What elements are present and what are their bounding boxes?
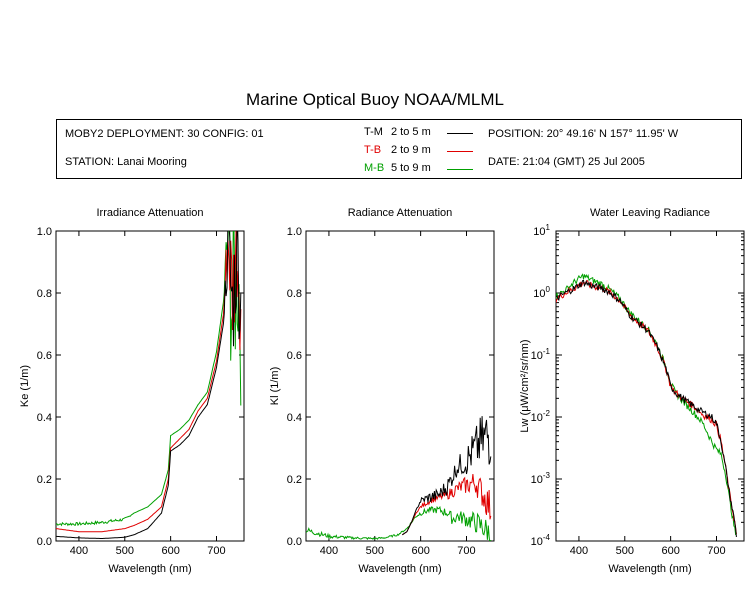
y-tick-label: 10-1 <box>531 347 551 362</box>
x-tick-label: 400 <box>70 545 88 557</box>
info-box: MOBY2 DEPLOYMENT: 30 CONFIG: 01 STATION:… <box>56 119 742 179</box>
y-tick-label: 0.2 <box>37 474 52 486</box>
legend-line-tb <box>447 151 473 152</box>
y-tick-label: 10-4 <box>531 533 551 548</box>
y-tick-label: 0.6 <box>287 350 302 362</box>
x-tick-label: 400 <box>320 545 338 557</box>
y-axis-label: Kl (1/m) <box>269 367 281 406</box>
page-title: Marine Optical Buoy NOAA/MLML <box>246 90 504 109</box>
chart-2: Radiance Attenuation 400 500 600 700 Waveleng… <box>269 207 495 575</box>
legend-range-mb: 5 to 9 m <box>391 162 431 174</box>
deployment-text: MOBY2 DEPLOYMENT: 30 CONFIG: 01 <box>65 128 264 140</box>
legend-line-tm <box>447 133 473 134</box>
station-text: STATION: Lanai Mooring <box>65 156 187 168</box>
series-line-t-m <box>556 279 737 538</box>
legend-code-mb: M-B <box>364 162 385 174</box>
y-tick-label: 0.8 <box>287 288 302 300</box>
y-tick-label: 0.8 <box>37 288 52 300</box>
y-tick-label: 0.0 <box>287 536 302 548</box>
x-axis-label: Wavelength (nm) <box>608 563 691 575</box>
y-tick-label: 1.0 <box>37 226 52 238</box>
y-tick-label: 101 <box>533 223 550 238</box>
legend-range-tb: 2 to 9 m <box>391 144 431 156</box>
y-tick-label: 10-3 <box>531 471 551 486</box>
x-tick-label: 500 <box>116 545 134 557</box>
series-line-m-b <box>556 273 737 536</box>
x-tick-label: 700 <box>457 545 475 557</box>
x-axis-label: Wavelength (nm) <box>108 563 191 575</box>
x-tick-label: 600 <box>411 545 429 557</box>
x-axis-label: Wavelength (nm) <box>358 563 441 575</box>
y-tick-label: 0.2 <box>287 474 302 486</box>
legend-range-tm: 2 to 5 m <box>391 126 431 138</box>
series-line-t-b <box>556 279 737 535</box>
x-tick-label: 700 <box>207 545 225 557</box>
legend-code-tb: T-B <box>364 144 382 156</box>
plot-frame <box>555 230 745 542</box>
series-line-m-b <box>56 231 242 527</box>
series-line-t-b <box>56 231 242 533</box>
y-tick-label: 0.0 <box>37 536 52 548</box>
x-tick-label: 600 <box>161 545 179 557</box>
y-tick-label: 10-2 <box>531 409 551 424</box>
plot-frame <box>55 230 245 542</box>
position-text: POSITION: 20° 49.16' N 157° 11.95' W <box>488 128 679 140</box>
y-tick-label: 0.6 <box>37 350 52 362</box>
series-line-t-m <box>402 416 492 536</box>
legend-line-mb <box>447 169 473 170</box>
chart-3: Water Leaving Radiance 400 500 600 700 Wavele… <box>519 207 745 575</box>
chart-title: Radiance Attenuation <box>348 207 453 219</box>
y-tick-label: 1.0 <box>287 226 302 238</box>
series-line-t-m <box>56 231 242 539</box>
y-axis-label: Lw (μW/cm²/sr/nm) <box>519 339 531 432</box>
plot-frame <box>305 230 495 542</box>
chart-title: Irradiance Attenuation <box>96 207 203 219</box>
y-tick-label: 0.4 <box>287 412 302 424</box>
date-text: DATE: 21:04 (GMT) 25 Jul 2005 <box>488 156 645 168</box>
x-tick-label: 700 <box>707 545 725 557</box>
chart-title: Water Leaving Radiance <box>590 207 710 219</box>
series-line-m-b <box>306 505 492 541</box>
x-tick-label: 600 <box>661 545 679 557</box>
y-axis-label: Ke (1/m) <box>19 365 31 407</box>
y-tick-label: 100 <box>533 285 550 300</box>
x-tick-label: 500 <box>616 545 634 557</box>
legend-code-tm: T-M <box>364 126 383 138</box>
chart-1: Irradiance Attenuation 400 500 600 700 Wavele… <box>19 207 245 575</box>
series-line-t-b <box>402 474 492 536</box>
x-tick-label: 400 <box>570 545 588 557</box>
y-tick-label: 0.4 <box>37 412 52 424</box>
x-tick-label: 500 <box>366 545 384 557</box>
